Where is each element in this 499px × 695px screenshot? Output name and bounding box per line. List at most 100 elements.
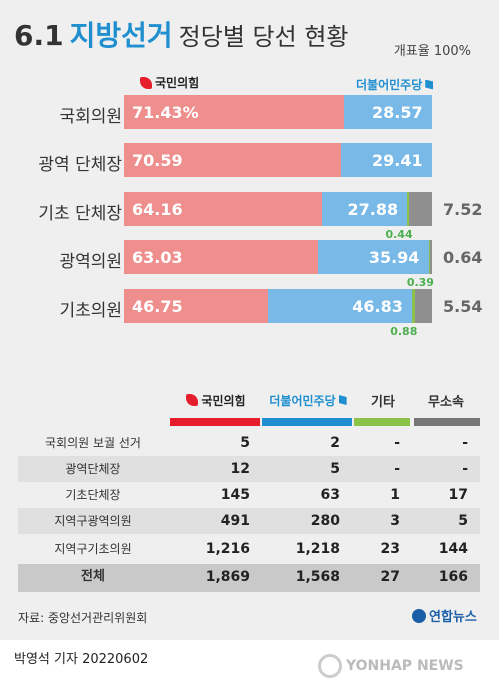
table-cell: 491 [220, 513, 250, 529]
bar-segment [344, 95, 432, 129]
table-header-independent: 무소속 [428, 394, 464, 410]
table-cell: 280 [310, 513, 340, 529]
dem-data-label: 27.88 [347, 200, 399, 219]
title-text: 정당별 당선 현황 [178, 23, 349, 51]
table-cell: 5 [458, 513, 468, 529]
row-label: 광역단체장 [65, 462, 121, 476]
bar-segment [124, 95, 344, 129]
table-cell: 1 [390, 487, 400, 503]
dem-header-bar [262, 418, 352, 426]
other-header-bar [354, 418, 410, 426]
table-cell: - [462, 435, 468, 451]
ppp-data-label: 71.43% [132, 103, 199, 122]
minor-data-label: 0.88 [390, 325, 418, 338]
watermark-text: YONHAP NEWS [346, 658, 464, 674]
minor-data-label: 0.44 [385, 228, 413, 241]
agency-logo: 연합뉴스 [412, 606, 477, 625]
bar-segment [408, 192, 432, 226]
dem-head-icon [338, 395, 347, 405]
category-label: 광역 단체장 [38, 155, 122, 175]
table-row: 기초단체장 145 63 1 17 [18, 482, 480, 508]
table-header-dem-label: 더불어민주당 [269, 393, 336, 408]
dem-data-label: 35.94 [368, 248, 420, 267]
table-cell: 3 [390, 513, 400, 529]
ppp-data-label: 70.59 [132, 151, 183, 170]
table-total-row: 전체 1,869 1,568 27 166 [18, 564, 480, 592]
row-label: 국회의원 보궐 선거 [45, 436, 141, 450]
bar-segment [321, 192, 408, 226]
other-data-label: 7.52 [443, 200, 483, 219]
table-row: 국회의원 보궐 선거 5 2 - - [18, 430, 480, 456]
watermark-logo-icon [318, 654, 342, 678]
dem-data-label: 29.41 [372, 151, 423, 170]
bar-segment [407, 192, 410, 226]
bar-segment [428, 240, 431, 274]
category-label: 기초 단체장 [38, 204, 122, 224]
table-cell: 27 [380, 569, 400, 585]
turnout-label: 개표율 100% [393, 44, 471, 59]
ppp-header-bar [170, 418, 260, 426]
ppp-data-label: 46.75 [132, 297, 183, 316]
table-header-ppp-label: 국민의힘 [201, 393, 246, 408]
yonhap-logo-icon [412, 608, 426, 623]
table-cell: 5 [240, 435, 250, 451]
table-cell: - [462, 461, 468, 477]
bar-segment [124, 240, 319, 274]
infographic-panel: 6.1 지방선거 정당별 당선 현황 개표율 100% 국민의힘 더불어민주당 국회… [0, 0, 499, 640]
title-highlight: 지방선거 [69, 19, 173, 52]
ppp-data-label: 63.03 [132, 248, 183, 267]
table-cell: 23 [380, 541, 400, 557]
dem-legend: 더불어민주당 [356, 76, 434, 93]
title-number: 6.1 [14, 19, 64, 52]
table-row: 지역구기초의원 1,216 1,218 23 144 [18, 536, 480, 562]
row-label: 전체 [81, 569, 105, 584]
dem-legend-label: 더불어민주당 [356, 78, 423, 92]
bar-segment [412, 289, 415, 323]
ppp-data-label: 64.16 [132, 200, 183, 219]
table-header-ppp: 국민의힘 [170, 378, 262, 422]
bar-segment [124, 143, 342, 177]
bar-segment [430, 240, 433, 274]
category-label: 기초의원 [59, 301, 122, 321]
row-label: 지역구광역의원 [54, 514, 132, 528]
ppp-legend: 국민의힘 [140, 74, 199, 91]
ppp-head-icon [186, 394, 199, 406]
category-label: 국회의원 [59, 107, 122, 127]
table-row: 광역단체장 12 5 - - [18, 456, 480, 482]
table-cell: 5 [330, 461, 340, 477]
table-cell: 12 [230, 461, 250, 477]
table-cell: 17 [448, 487, 468, 503]
dem-data-label: 46.83 [352, 297, 403, 316]
category-label: 광역의원 [59, 252, 122, 272]
table-cell: 1,216 [205, 541, 250, 557]
other-data-label: 5.54 [443, 297, 483, 316]
table-row: 지역구광역의원 491 280 3 5 [18, 508, 480, 534]
bar-segment [414, 289, 432, 323]
table-cell: 1,869 [205, 569, 250, 585]
dem-logo-icon [425, 79, 434, 90]
agency-name: 연합뉴스 [429, 610, 477, 625]
table-cell: - [394, 435, 400, 451]
minor-data-label: 0.39 [406, 276, 434, 289]
ppp-logo-icon [140, 76, 152, 89]
table-cell: 1,218 [295, 541, 340, 557]
row-label: 지역구기초의원 [54, 542, 132, 556]
table-cell: 2 [330, 435, 340, 451]
bar-segment [318, 240, 429, 274]
table-cell: 1,568 [295, 569, 340, 585]
dem-data-label: 28.57 [372, 103, 423, 122]
table-header-other: 기타 [371, 394, 395, 410]
bar-segment [267, 289, 413, 323]
table-cell: 145 [220, 487, 250, 503]
ppp-legend-label: 국민의힘 [155, 76, 200, 90]
other-data-label: 0.64 [443, 248, 483, 267]
bar-segment [124, 289, 268, 323]
table-cell: 144 [438, 541, 468, 557]
table-header-dem: 더불어민주당 [262, 378, 354, 422]
watermark: YONHAP NEWS [318, 654, 464, 678]
row-label: 기초단체장 [65, 488, 121, 502]
source-note: 자료: 중앙선거관리위원회 [18, 611, 148, 625]
bar-segment [124, 192, 322, 226]
page-title: 6.1 지방선거 정당별 당선 현황 [14, 14, 348, 54]
bar-segment [341, 143, 432, 177]
